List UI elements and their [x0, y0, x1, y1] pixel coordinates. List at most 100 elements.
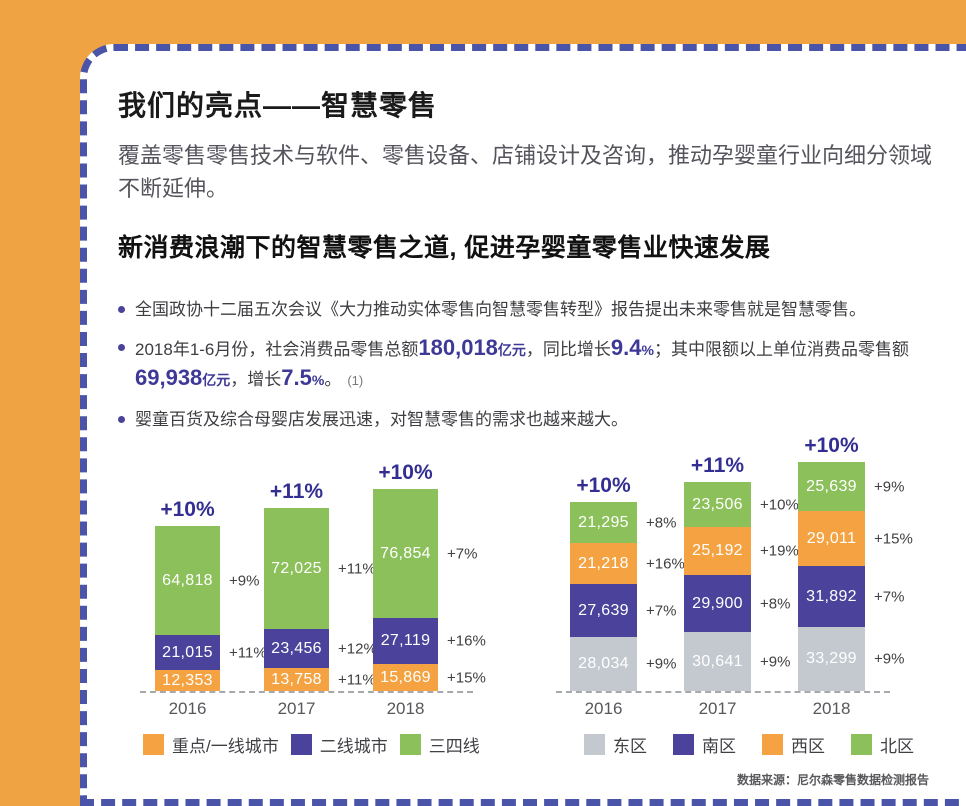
bar-value-label: 25,639: [806, 477, 857, 495]
bar-growth-label: +7%: [447, 545, 478, 563]
bar-column: +10% 21,295 +8% 21,218 +16% 27,639 +7% 28,034 +9…: [570, 474, 685, 718]
bar-segment: 30,641 +9%: [684, 632, 790, 692]
chart-regions: +10% 21,295 +8% 21,218 +16% 27,639 +7% 28,034 +9…: [556, 434, 914, 775]
chart-city-tiers: +10% 64,818 +9% 21,015 +11% 12,353 2016 +11% 72,…: [140, 445, 486, 775]
bar-value-label: 21,015: [162, 643, 213, 661]
bar-segment: 76,854 +7%: [373, 489, 477, 619]
bar-value-label: 76,854: [380, 544, 431, 562]
total-growth-label: +10%: [378, 461, 433, 485]
bar-segment: 27,119 +16%: [373, 618, 486, 665]
bar-growth-label: +15%: [874, 530, 913, 548]
bar-segment: 15,869 +15%: [373, 664, 486, 692]
bar-growth-label: +16%: [447, 632, 486, 650]
bar-segment: 64,818 +9%: [155, 526, 259, 636]
bar-value-label: 27,119: [380, 632, 431, 650]
bar-segment: 25,639 +9%: [798, 462, 904, 512]
bar-growth-label: +7%: [646, 602, 677, 620]
legend-item: 北区: [851, 732, 914, 757]
bullet-text-segment: 。: [324, 370, 342, 390]
bullet-text-segment: 180,018: [418, 335, 498, 361]
bullet-item-baby-stores: 婴童百货及综合母婴店发展迅速，对智慧零售的需求也越来越大。: [118, 407, 949, 433]
bar-growth-label: +9%: [760, 653, 791, 671]
total-growth-label: +10%: [160, 498, 215, 522]
bullet-text-segment: ，同比增长: [525, 340, 611, 360]
bar-growth-label: +9%: [874, 650, 905, 668]
bullet-text-segment: ；其中限额以上单位消费品零售额: [653, 340, 909, 360]
bar-column: +10% 25,639 +9% 29,011 +15% 31,892 +7% 33,299 +9…: [798, 434, 913, 718]
bar-value-label: 28,034: [578, 655, 629, 673]
bar-value-label: 33,299: [806, 650, 857, 668]
bar-segment: 21,015 +11%: [155, 635, 267, 671]
bar-segment: 25,192 +19%: [684, 527, 799, 576]
legend-label: 重点/一线城市: [172, 737, 279, 757]
total-growth-label: +11%: [690, 454, 745, 478]
bar-stack: 21,295 +8% 21,218 +16% 27,639 +7% 28,034 +9%: [570, 502, 685, 692]
total-growth-label: +11%: [269, 480, 324, 504]
bar-column: +11% 23,506 +10% 25,192 +19% 29,900 +8% 30,641 +…: [684, 454, 799, 718]
chart-legend-regions: 东区 南区 西区 北区: [584, 732, 914, 757]
year-label: 2017: [277, 699, 316, 719]
bar-column: +11% 72,025 +11% 23,456 +12% 13,758 +11% 2017: [264, 480, 377, 718]
legend-item: 南区: [673, 732, 736, 757]
bullet-text-segment: (1): [347, 373, 364, 389]
bar-segment: 29,011 +15%: [798, 511, 913, 567]
bullet-text-segment: 2018年1-6月份，社会消费品零售总额: [135, 340, 419, 360]
legend-swatch: [673, 734, 694, 756]
legend-label: 东区: [613, 737, 647, 757]
x-axis-line: [556, 691, 890, 694]
bar-growth-label: +16%: [646, 555, 685, 573]
bar-stack: 23,506 +10% 25,192 +19% 29,900 +8% 30,641 +9%: [684, 482, 799, 692]
bar-segment: 21,295 +8%: [570, 502, 676, 544]
bar-value-label: 21,295: [578, 513, 629, 531]
bar-stack: 25,639 +9% 29,011 +15% 31,892 +7% 33,299 +9%: [798, 462, 913, 692]
bar-growth-label: +11%: [338, 671, 376, 689]
bullet-text-segment: 亿元: [202, 372, 231, 389]
legend-label: 北区: [880, 737, 914, 757]
bar-value-label: 72,025: [271, 559, 322, 577]
content-card: 我们的亮点——智慧零售 覆盖零售零售技术与软件、零售设备、店铺设计及咨询，推动孕…: [80, 44, 966, 806]
bar-value-label: 13,758: [271, 670, 322, 688]
bar-growth-label: +9%: [874, 478, 905, 496]
bar-column: +10% 64,818 +9% 21,015 +11% 12,353 2016: [155, 498, 267, 718]
year-label: 2018: [812, 699, 851, 719]
bullet-item-policy: 全国政协十二届五次会议《大力推动实体零售向智慧零售转型》报告提出未来零售就是智慧…: [118, 297, 949, 323]
bar-segment: 21,218 +16%: [570, 543, 685, 585]
bullet-text-segment: 69,938: [135, 365, 203, 391]
bar-value-label: 23,506: [692, 495, 743, 513]
bar-growth-label: +19%: [760, 542, 799, 560]
source-note: 数据来源：尼尔森零售数据检测报告: [736, 773, 929, 788]
bar-value-label: 29,900: [692, 594, 743, 612]
year-label: 2018: [386, 699, 425, 719]
bar-value-label: 12,353: [162, 671, 213, 689]
bar-column: +10% 76,854 +7% 27,119 +16% 15,869 +15% 2018: [373, 461, 486, 718]
year-label: 2016: [168, 699, 207, 719]
bar-growth-label: +8%: [760, 595, 791, 613]
year-label: 2017: [698, 699, 737, 719]
section-title: 新消费浪潮下的智慧零售之道, 促进孕婴童零售业快速发展: [118, 234, 771, 262]
bullet-text-segment: 亿元: [497, 342, 526, 359]
bar-segment: 28,034 +9%: [570, 637, 676, 692]
legend-item: 东区: [584, 732, 647, 757]
bar-value-label: 64,818: [162, 571, 213, 589]
bar-growth-label: +11%: [229, 644, 267, 662]
legend-swatch: [290, 734, 312, 756]
x-axis-line: [140, 691, 473, 694]
bullet-text-segment: 全国政协十二届五次会议《大力推动实体零售向智慧零售转型》报告提出未来零售就是智慧…: [135, 300, 866, 319]
bar-growth-label: +9%: [229, 572, 260, 590]
legend-item: 三四线: [399, 732, 480, 757]
legend-label: 三四线: [428, 737, 480, 757]
legend-item: 重点/一线城市: [143, 732, 279, 757]
chart-columns: +10% 21,295 +8% 21,218 +16% 27,639 +7% 28,034 +9…: [556, 434, 913, 718]
legend-label: 南区: [702, 737, 736, 757]
bar-value-label: 21,218: [578, 554, 629, 572]
bar-growth-label: +7%: [874, 588, 905, 606]
bar-value-label: 25,192: [692, 542, 743, 560]
legend-swatch: [584, 734, 605, 756]
legend-label: 西区: [791, 737, 825, 757]
bar-segment: 29,900 +8%: [684, 575, 790, 633]
bar-segment: 72,025 +11%: [264, 508, 376, 630]
bullet-text-segment: ，增长: [230, 370, 282, 390]
bar-value-label: 31,892: [806, 587, 857, 605]
chart-legend-city-tiers: 重点/一线城市 二线城市 三四线: [143, 732, 480, 757]
